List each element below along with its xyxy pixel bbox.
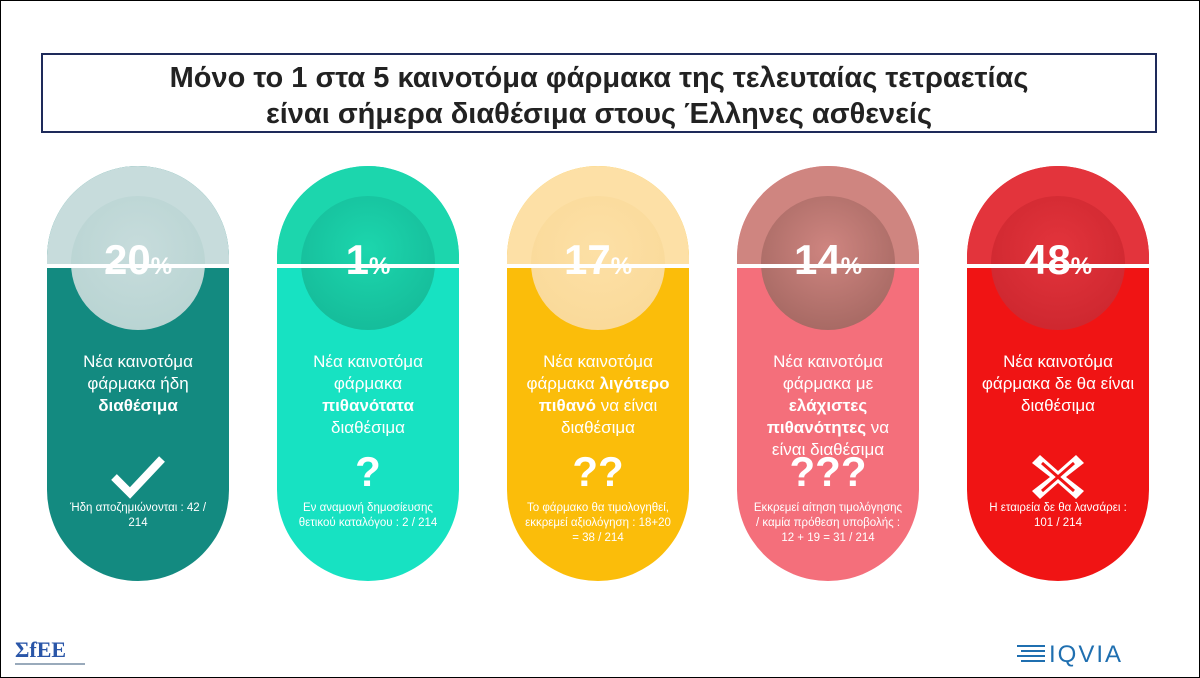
note: Εκκρεμεί αίτηση τιμολόγησης / καμία πρόθ… [753,502,903,544]
percent: 48% [967,236,1149,284]
logo-line [15,663,85,665]
white-line [957,264,1159,268]
percent-value: 20 [103,236,151,283]
description-part: λιγότερο πιθανό [538,374,670,415]
percent-value: 14 [793,236,841,283]
percent: 20% [47,236,229,284]
title-box: Μόνο το 1 στα 5 καινοτόμα φάρμακα της τε… [41,53,1157,133]
title-line: είναι σήμερα διαθέσιμα στους Έλληνες ασθ… [265,98,933,130]
card: 48% Νέα καινοτόμα φάρμακα δε θα είναι δια… [967,166,1149,581]
description: Νέα καινοτόμα φάρμακα με ελάχιστες πιθαν… [751,351,905,461]
circle [301,196,435,330]
symbol: ??? [789,448,867,495]
circle [991,196,1125,330]
description: Νέα καινοτόμα φάρμακα πιθανότατα διαθέσι… [291,351,445,439]
sfee-logo: ΣfEE [15,637,67,662]
white-line [37,264,239,268]
description: Νέα καινοτόμα φάρμακα λιγότερο πιθανό να… [521,351,675,439]
note: Το φάρμακο θα τιμολογηθεί, εκκρεμεί αξιο… [525,502,671,544]
cross-inner [1041,461,1075,493]
description-part: πιθανότατα [322,396,414,415]
symbol: ?? [572,448,624,495]
description-part: διαθέσιμα [331,418,405,437]
note: Η εταιρεία δε θα λανσάρει : 101 / 214 [989,502,1127,529]
cross-icon [1032,455,1084,499]
description-part: να είναι διαθέσιμα [771,418,890,459]
white-line [497,264,699,268]
white-line [727,264,929,268]
percent-value: 48 [1023,236,1071,283]
percent-value: 17 [563,236,611,283]
percent: 17% [507,236,689,284]
description-part: Νέα καινοτόμα φάρμακα ήδη [83,352,193,393]
description-part: Νέα καινοτόμα φάρμακα με [773,352,883,393]
note: Εν αναμονή δημοσίευσης θετικού καταλόγου… [298,502,438,529]
iqvia-stripes [1017,645,1045,662]
card: 14% Νέα καινοτόμα φάρμακα με ελάχιστες πι… [737,166,919,581]
description-part: διαθέσιμα [98,396,178,415]
card: 17% Νέα καινοτόμα φάρμακα λιγότερο πιθανό… [507,166,689,581]
check-shape [111,456,165,499]
circle [71,196,205,330]
note: Ήδη αποζημιώνονται : 42 / 214 [69,502,207,529]
description-part: ελάχιστες πιθανότητες [766,396,868,437]
iqvia-logo: IQVIA [1049,641,1124,668]
description-part: να είναι διαθέσιμα [561,396,658,437]
description-part: Νέα καινοτόμα φάρμακα [313,352,423,393]
circle [531,196,665,330]
title-line: Μόνο το 1 στα 5 καινοτόμα φάρμακα της τε… [169,62,1029,94]
card: 1% Νέα καινοτόμα φάρμακα πιθανότατα διαθέ… [277,166,459,581]
white-line [267,264,469,268]
percent: 1% [277,236,459,284]
description-part: Νέα καινοτόμα φάρμακα δε θα είναι διαθέσ… [981,352,1135,415]
description: Νέα καινοτόμα φάρμακα ήδη διαθέσιμα [61,351,215,417]
percent: 14% [737,236,919,284]
percent-value: 1 [345,236,369,283]
description: Νέα καινοτόμα φάρμακα δε θα είναι διαθέσ… [981,351,1135,417]
symbol: ? [355,448,381,495]
card: 20% Νέα καινοτόμα φάρμακα ήδη διαθέσιμα Ήδ… [47,166,229,581]
check-icon [111,456,165,499]
description-part: Νέα καινοτόμα φάρμακα [526,352,653,393]
circle [761,196,895,330]
